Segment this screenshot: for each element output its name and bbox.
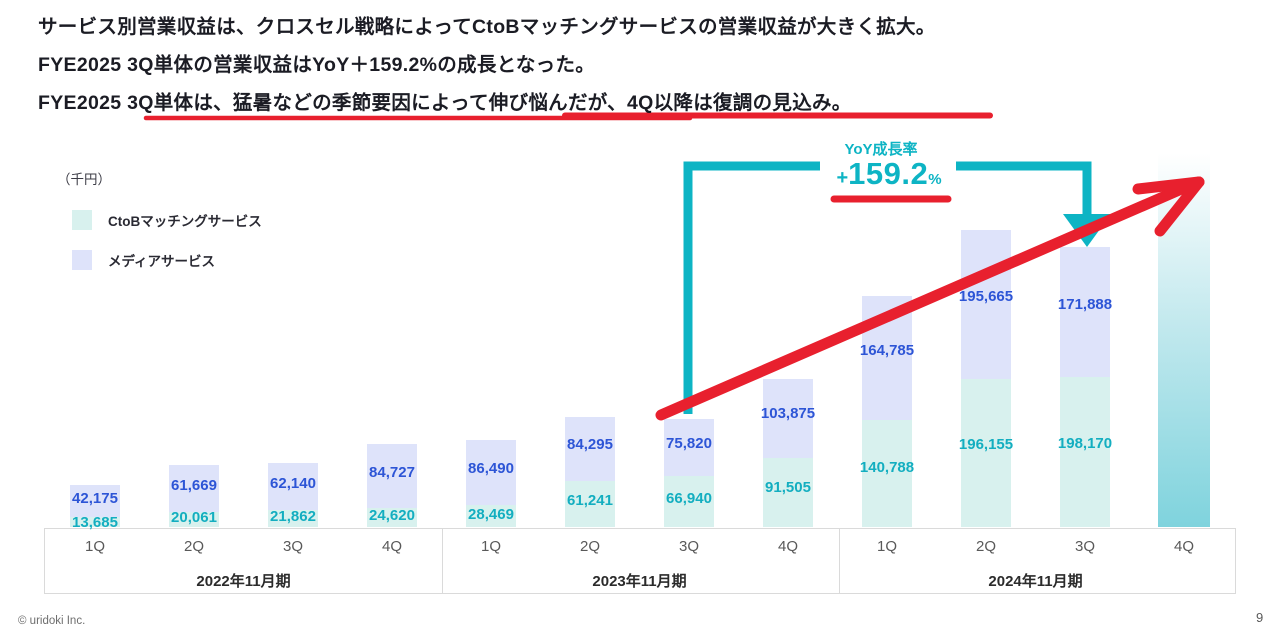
bar-value-ctob: 20,061 [171,509,217,527]
bar-forecast-4q [1158,153,1210,527]
bar-value-media: 84,727 [369,463,415,481]
legend-swatch-ctob-icon [72,209,92,230]
bar-value-ctob: 28,469 [468,505,514,523]
bar-segment-ctob [862,420,912,527]
bar-value-ctob: 24,620 [369,507,415,525]
headline-line-3: FYE2025 3Q単体は、猛暑などの季節要因によって伸び悩んだが、4Q以降は復… [38,92,852,114]
yoy-plus-sign: + [836,167,849,189]
headline-block: サービス別営業収益は、クロスセル戦略によってCtoBマッチングサービスの営業収益… [38,8,936,122]
x-tick-label: 2Q [975,538,997,555]
legend-swatch-media-icon [72,249,92,270]
bar-segment-ctob [1060,376,1110,527]
bar-value-media: 171,888 [1057,295,1113,313]
x-tick-label: 2Q [183,538,205,555]
yoy-down-arrowhead-icon [1063,214,1111,247]
legend-label-media: メディアサービス [108,253,216,269]
bar-segment-media [70,484,120,517]
headline-line-1: サービス別営業収益は、クロスセル戦略によってCtoBマッチングサービスの営業収益… [38,16,936,38]
yoy-bracket-left-icon [683,161,820,414]
bar-value-ctob: 198,170 [1057,434,1113,452]
bar-segment-media [169,465,219,512]
bar-segment-ctob [367,508,417,527]
bar-value-ctob: 61,241 [567,492,613,509]
legend-item-media: メディアサービス [72,249,215,270]
bar-value-media: 42,175 [72,489,118,507]
yoy-annotation-value: +159.2% [789,156,989,192]
bar-segment-ctob [268,510,318,527]
axis-divider-2 [839,529,840,593]
bar-segment-media [466,439,516,506]
bar-segment-media [565,416,615,481]
bar-value-ctob: 21,862 [270,508,316,526]
bar-value-media: 84,295 [567,436,613,454]
x-group-label: 2024年11月期 [988,573,1083,590]
bar-value-ctob: 91,505 [765,479,811,497]
bar-value-media: 61,669 [171,476,217,494]
bar-segment-ctob [763,457,813,527]
bar-segment-media [367,444,417,509]
bar-value-ctob: 13,685 [72,514,118,532]
x-tick-label: 3Q [1074,538,1096,555]
x-tick-label: 2Q [579,538,601,555]
bar-value-ctob: 196,155 [958,435,1014,453]
axis-divider-1 [442,529,443,593]
x-tick-label: 4Q [1173,538,1195,555]
axis-unit-label: （千円） [57,172,111,187]
legend-item-ctob: CtoBマッチングサービス [72,209,262,230]
bar-value-ctob: 140,788 [859,458,915,476]
x-group-label: 2023年11月期 [592,573,687,590]
x-tick-label: 1Q [84,538,106,555]
bar-segment-ctob [466,505,516,527]
yoy-percent-sign: % [928,171,942,188]
bar-value-media: 75,820 [666,435,712,453]
bar-value-ctob: 66,940 [666,489,712,507]
bar-segment-ctob [70,516,120,527]
legend-label-ctob: CtoBマッチングサービス [108,213,262,229]
bar-segment-media [268,463,318,511]
x-tick-label: 3Q [678,538,700,555]
x-axis-box [44,528,1236,594]
headline-line-2: FYE2025 3Q単体の営業収益はYoY＋159.2%の成長となった。 [38,54,596,76]
bar-segment-media [664,418,714,477]
bar-value-media: 62,140 [270,475,316,493]
x-tick-label: 3Q [282,538,304,555]
footer-copyright: © uridoki Inc. [18,615,86,627]
page-number: 9 [1256,610,1264,625]
bar-segment-ctob [565,480,615,527]
bar-value-media: 164,785 [859,342,915,360]
yoy-annotation-title: YoY成長率 [844,141,918,158]
x-group-label: 2022年11月期 [196,573,291,590]
x-tick-label: 4Q [381,538,403,555]
bar-value-media: 103,875 [760,404,816,422]
x-tick-label: 1Q [480,538,502,555]
bar-segment-ctob [169,511,219,527]
bar-value-media: 195,665 [958,287,1014,305]
bar-segment-ctob [664,476,714,527]
x-tick-label: 1Q [876,538,898,555]
x-tick-label: 4Q [777,538,799,555]
bar-value-media: 86,490 [468,459,514,477]
growth-arrow-shaft-icon [655,178,1199,421]
yoy-number: 159.2 [848,156,929,191]
